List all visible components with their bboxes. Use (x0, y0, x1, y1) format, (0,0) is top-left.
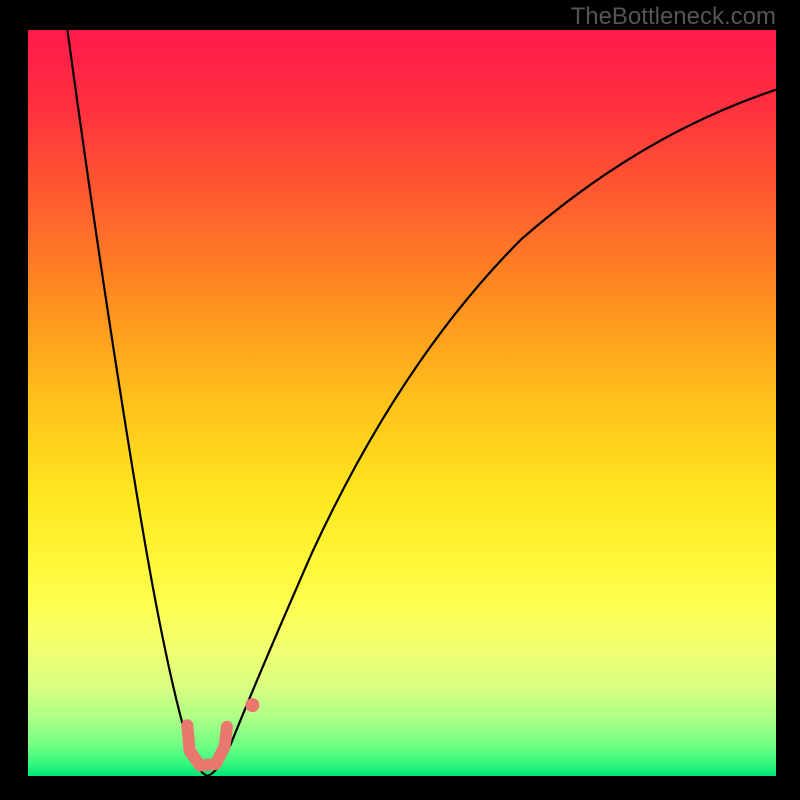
frame-left (0, 0, 28, 800)
frame-right (776, 0, 800, 800)
dot-marker (245, 698, 259, 712)
curve-layer (28, 30, 776, 776)
bottleneck-cusp-curve (65, 30, 776, 776)
plot-area (28, 30, 776, 776)
frame-bottom (0, 776, 800, 800)
watermark-text: TheBottleneck.com (571, 3, 776, 31)
u-shaped-marker (187, 725, 227, 765)
